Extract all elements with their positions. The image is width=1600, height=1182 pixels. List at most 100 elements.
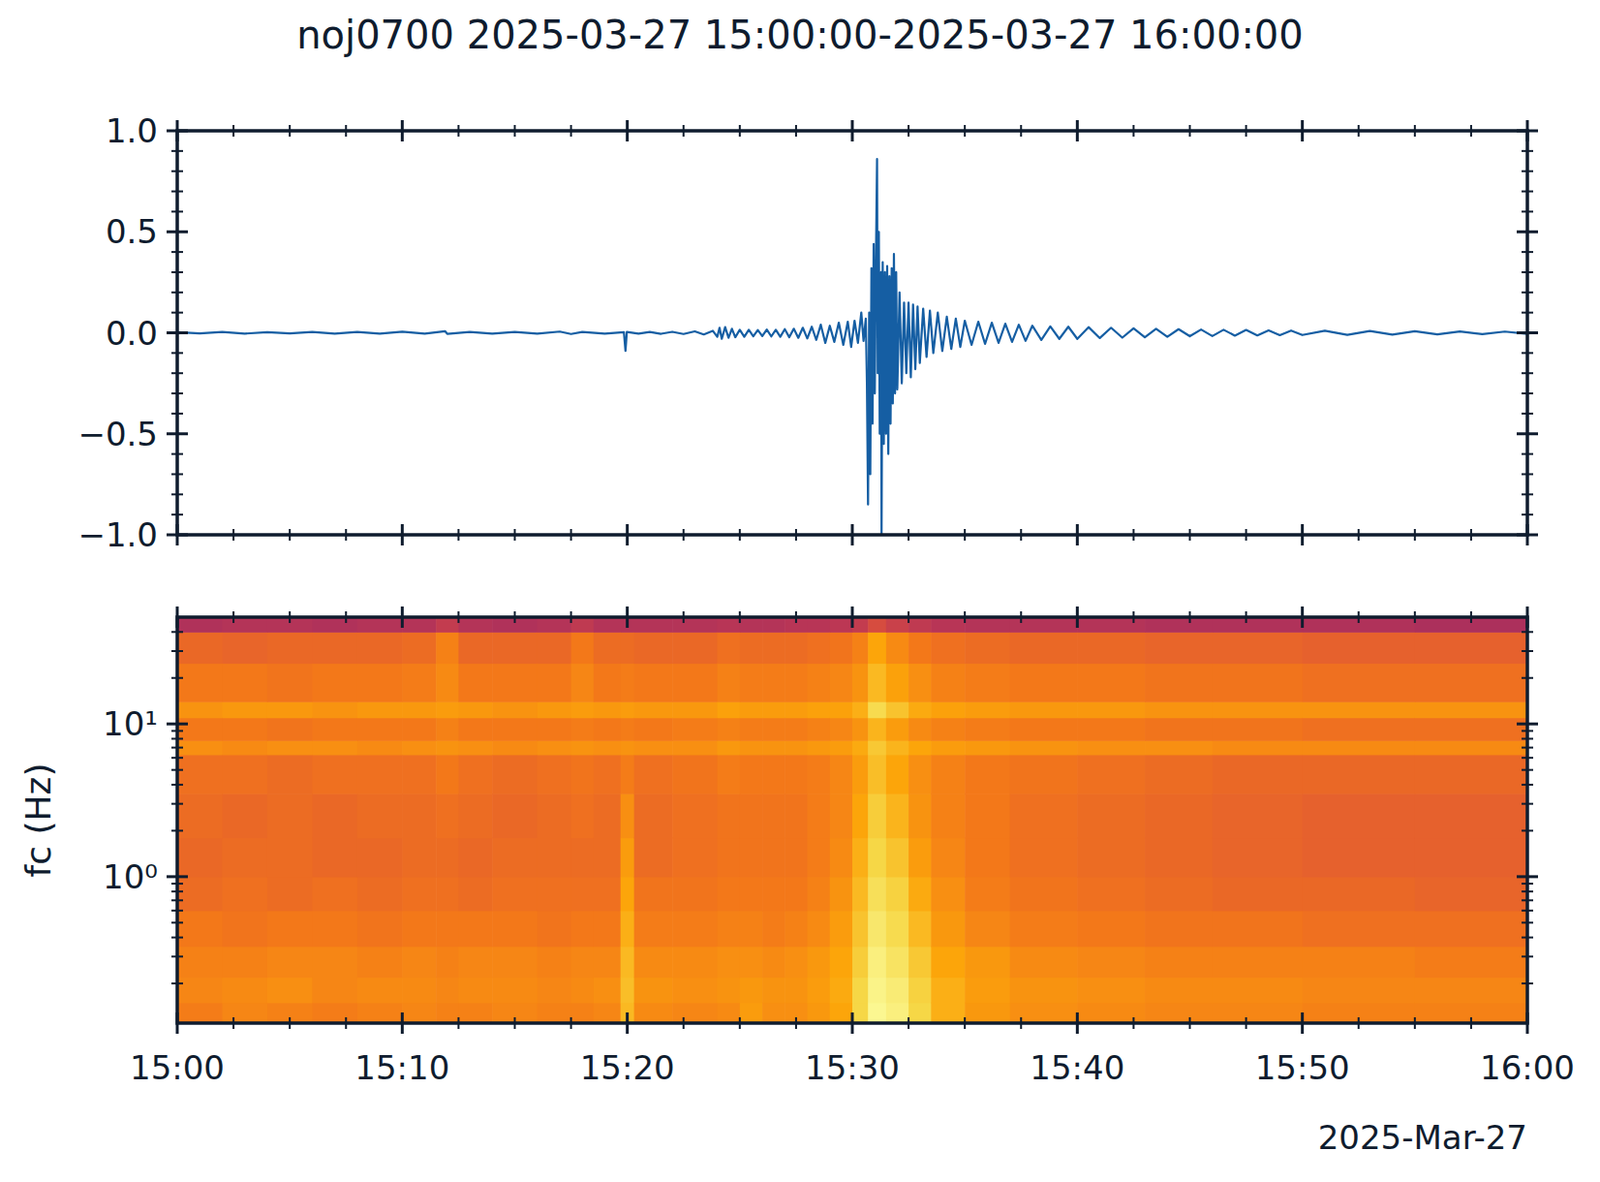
plot-area <box>177 616 1528 1023</box>
x-tick <box>1300 606 1304 628</box>
heat-cell <box>762 793 786 838</box>
heat-cell <box>458 717 493 741</box>
heat-cell <box>964 739 1011 755</box>
heat-cell <box>739 876 764 912</box>
y-tick <box>166 431 188 435</box>
heat-cell <box>886 793 910 838</box>
heat-cell <box>177 662 223 702</box>
heat-cell <box>1144 662 1213 702</box>
y-minor-tick <box>171 882 184 885</box>
heat-cell <box>908 977 932 1004</box>
heat-cell <box>852 977 869 1004</box>
y-tick <box>166 722 188 726</box>
heat-cell <box>1302 876 1416 912</box>
x-tick <box>625 1012 629 1034</box>
heat-cell <box>634 616 674 633</box>
heat-cell <box>908 739 932 755</box>
heat-cell <box>1302 946 1416 978</box>
x-minor-tick <box>963 528 966 541</box>
x-minor-tick <box>344 611 347 623</box>
heat-cell <box>784 946 808 978</box>
heat-cell <box>908 754 932 795</box>
heat-cell <box>739 977 764 1004</box>
heat-cell <box>739 717 764 741</box>
heat-cell <box>964 717 1011 741</box>
heat-cell <box>762 1002 786 1023</box>
heat-cell <box>458 876 493 912</box>
heat-cell <box>435 1002 460 1023</box>
heat-cell <box>807 977 831 1004</box>
y-tick <box>166 129 188 133</box>
heat-cell <box>537 910 572 948</box>
y-minor-tick <box>1521 190 1534 193</box>
heat-cell <box>435 910 460 948</box>
x-minor-tick <box>795 1016 798 1029</box>
heat-cell <box>964 977 1011 1004</box>
heat-cell <box>267 977 313 1004</box>
heat-cell <box>1010 837 1078 878</box>
heat-cell <box>620 910 636 948</box>
y-minor-tick <box>171 898 184 901</box>
heat-cell <box>908 876 932 912</box>
x-minor-tick <box>682 1016 685 1029</box>
y-minor-tick <box>171 756 184 759</box>
y-minor-tick <box>171 291 184 294</box>
heat-cell <box>634 631 674 664</box>
heat-cell <box>571 739 595 755</box>
heat-cell <box>930 701 965 718</box>
heat-cell <box>717 977 741 1004</box>
heat-cell <box>830 739 854 755</box>
heat-cell <box>1415 631 1528 664</box>
heat-cell <box>177 1002 223 1023</box>
y-minor-tick <box>1521 882 1534 885</box>
x-minor-tick <box>963 124 966 137</box>
heat-cell <box>1212 793 1304 838</box>
heat-cell <box>458 977 493 1004</box>
heat-cell <box>401 946 436 978</box>
frame <box>177 616 1528 1023</box>
heat-cell <box>593 739 621 755</box>
x-minor-tick <box>570 124 573 137</box>
x-minor-tick <box>514 528 517 541</box>
heat-cell <box>435 754 460 795</box>
heat-cell <box>807 1002 831 1023</box>
x-minor-tick <box>682 528 685 541</box>
heat-cell <box>634 793 674 838</box>
heat-cell <box>221 717 268 741</box>
x-tick <box>1300 120 1304 142</box>
y-minor-tick <box>1521 150 1534 153</box>
heat-cell <box>807 793 831 838</box>
heat-cell <box>435 717 460 741</box>
heat-cell <box>784 662 808 702</box>
heat-cell <box>717 616 741 633</box>
heat-cell <box>930 1002 965 1023</box>
y-tick-label: −0.5 <box>77 414 158 454</box>
x-minor-tick <box>344 124 347 137</box>
y-minor-tick <box>171 412 184 415</box>
x-minor-tick <box>907 124 910 137</box>
heat-cell <box>1010 739 1078 755</box>
y-minor-tick <box>1521 412 1534 415</box>
y-minor-tick <box>171 649 184 652</box>
heat-cell <box>458 616 493 633</box>
heat-cell <box>571 946 595 978</box>
heat-cell <box>311 739 358 755</box>
heat-cell <box>492 631 538 664</box>
heat-cell <box>620 631 636 664</box>
y-minor-tick <box>171 170 184 173</box>
heat-cell <box>672 793 718 838</box>
heat-cell <box>1010 946 1078 978</box>
heat-cell <box>1415 946 1528 978</box>
y-tick-label: 10⁰ <box>102 857 158 896</box>
y-minor-tick <box>1521 170 1534 173</box>
heat-cell <box>930 977 965 1004</box>
heat-cell <box>357 701 403 718</box>
x-minor-tick <box>514 124 517 137</box>
heat-cell <box>807 717 831 741</box>
heat-cell <box>357 1002 403 1023</box>
heat-cell <box>1076 739 1145 755</box>
heat-cell <box>807 701 831 718</box>
heat-cell <box>1302 717 1416 741</box>
y-minor-tick <box>1521 921 1534 924</box>
heat-cell <box>311 876 358 912</box>
